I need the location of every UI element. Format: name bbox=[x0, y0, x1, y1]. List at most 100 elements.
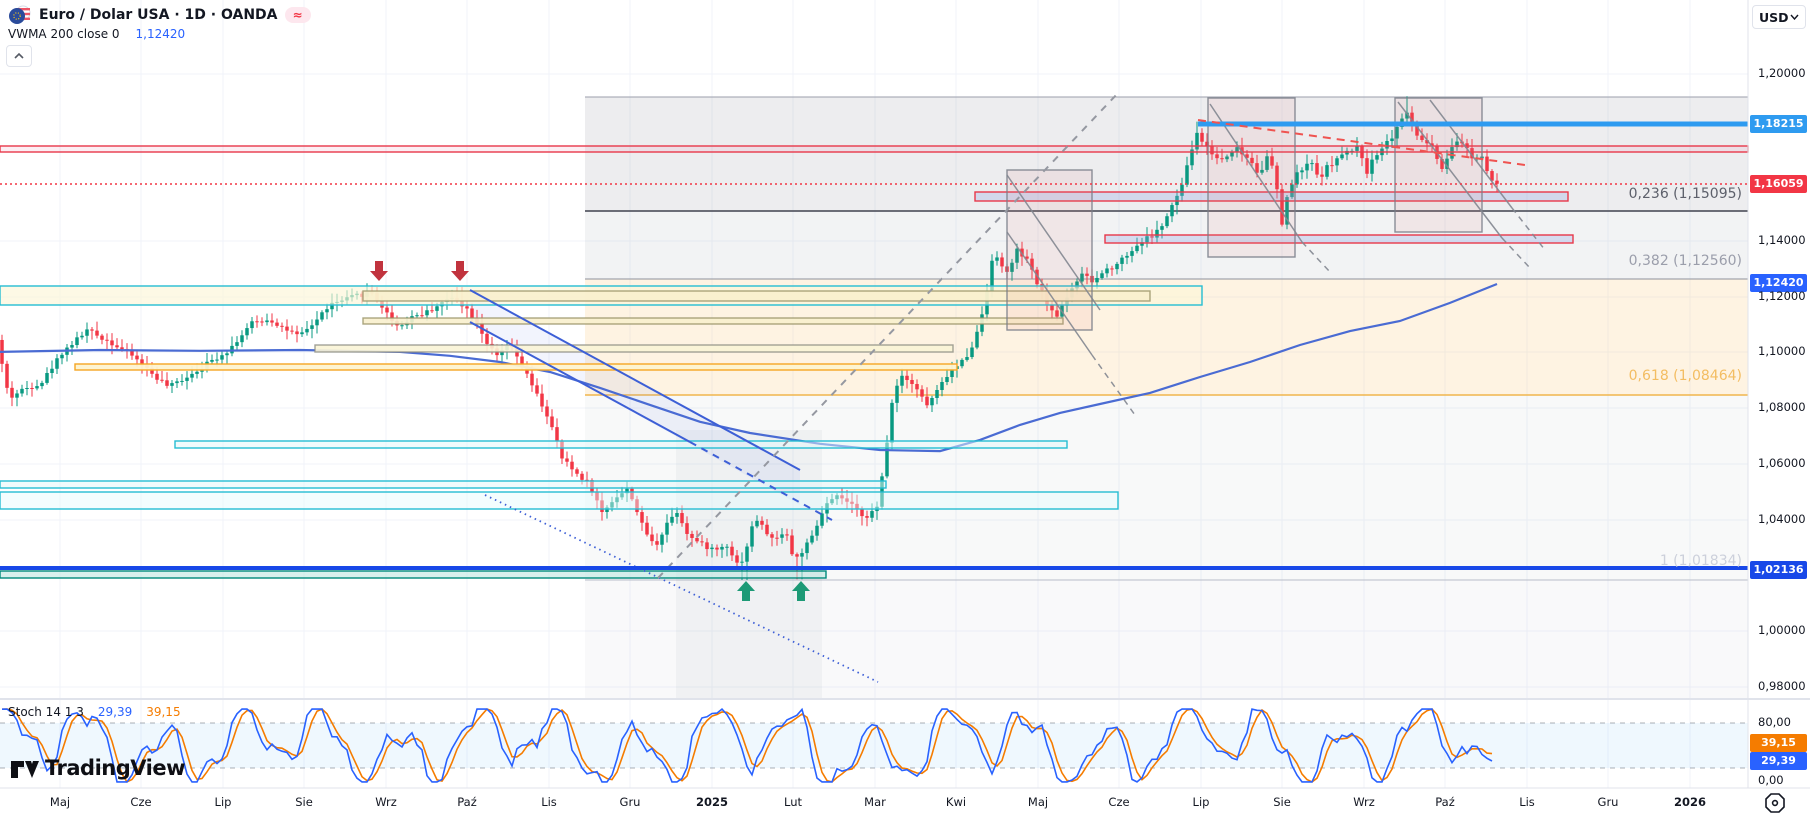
candle bbox=[1440, 158, 1444, 169]
stoch-axis-tick[interactable]: 80,00 bbox=[1758, 715, 1791, 729]
price-axis-tick[interactable]: 0,98000 bbox=[1758, 679, 1806, 693]
drawing-line[interactable] bbox=[1091, 354, 1136, 416]
price-axis-tick[interactable]: 1,20000 bbox=[1758, 66, 1806, 80]
candle bbox=[290, 330, 294, 332]
fib-level-label: 0,382 (1,12560) bbox=[1628, 253, 1742, 269]
stoch-axis-tick[interactable]: 0,00 bbox=[1758, 773, 1784, 787]
time-axis-label[interactable]: Maj bbox=[49, 795, 71, 809]
drawing-rect[interactable] bbox=[362, 290, 1151, 302]
tradingview-logo[interactable]: TradingView bbox=[10, 756, 185, 780]
time-axis-label[interactable]: Mar bbox=[864, 795, 886, 809]
down-arrow-marker[interactable] bbox=[370, 261, 388, 281]
drawing-rect[interactable] bbox=[1394, 97, 1483, 233]
time-axis-label[interactable]: Lis bbox=[541, 795, 557, 809]
drawing-rect[interactable] bbox=[362, 317, 1064, 325]
drawing-rect[interactable] bbox=[0, 491, 1119, 510]
candle bbox=[105, 339, 109, 341]
drawing-line[interactable] bbox=[484, 494, 879, 683]
time-axis-label[interactable]: Cze bbox=[1108, 795, 1130, 809]
approx-price-badge[interactable]: ≈ bbox=[284, 7, 311, 23]
drawing-line[interactable] bbox=[689, 441, 833, 521]
candle bbox=[900, 375, 904, 386]
symbol-title[interactable]: Euro / Dolar USA · 1D · OANDA bbox=[39, 7, 278, 23]
candle bbox=[725, 546, 729, 548]
drawing-line[interactable] bbox=[1209, 103, 1303, 243]
candle bbox=[465, 306, 469, 309]
time-axis-label[interactable]: Paź bbox=[457, 795, 477, 809]
currency-selector[interactable]: USD bbox=[1752, 5, 1806, 29]
time-axis-label[interactable]: Lip bbox=[1192, 795, 1210, 809]
time-axis-label[interactable]: Gru bbox=[619, 795, 641, 809]
drawing-rect[interactable] bbox=[1104, 234, 1574, 244]
price-axis-tick[interactable]: 1,04000 bbox=[1758, 512, 1806, 526]
candle bbox=[225, 353, 229, 356]
down-arrow-marker[interactable] bbox=[451, 261, 469, 281]
candle bbox=[690, 533, 694, 538]
stoch-legend-row[interactable]: Stoch 14 1 3 29,39 39,15 bbox=[8, 705, 181, 719]
time-axis-label[interactable]: Lis bbox=[1519, 795, 1535, 809]
candle bbox=[1345, 150, 1349, 155]
candle bbox=[1145, 236, 1149, 243]
drawing-line[interactable] bbox=[1501, 237, 1531, 269]
time-axis-label[interactable]: Sie bbox=[295, 795, 313, 809]
fib-level-label: 0,618 (1,08464) bbox=[1628, 368, 1742, 384]
time-axis-label[interactable]: Cze bbox=[130, 795, 152, 809]
candle bbox=[975, 331, 979, 348]
up-arrow-marker[interactable] bbox=[792, 581, 810, 601]
drawing-rect[interactable] bbox=[174, 440, 1068, 449]
drawing-line[interactable] bbox=[1006, 174, 1101, 311]
price-axis-tick[interactable]: 1,08000 bbox=[1758, 400, 1806, 414]
drawing-line[interactable] bbox=[1429, 99, 1513, 209]
time-axis-label[interactable]: Kwi bbox=[945, 795, 967, 809]
price-axis-tick[interactable]: 1,12000 bbox=[1758, 289, 1806, 303]
price-axis-tick[interactable]: 1,06000 bbox=[1758, 456, 1806, 470]
candle bbox=[650, 534, 654, 542]
drawing-rect[interactable] bbox=[0, 570, 827, 579]
time-axis-label[interactable]: Lut bbox=[783, 795, 803, 809]
timescale-settings-icon[interactable] bbox=[1762, 791, 1788, 819]
time-axis-label[interactable]: Wrz bbox=[375, 795, 397, 809]
stoch-k-line bbox=[1, 707, 1493, 783]
time-axis-label[interactable]: 2026 bbox=[1673, 795, 1707, 809]
drawing-line[interactable] bbox=[469, 289, 801, 471]
candle bbox=[945, 376, 949, 383]
time-axis-label[interactable]: Wrz bbox=[1353, 795, 1375, 809]
drawing-rect[interactable] bbox=[0, 480, 887, 489]
symbol-legend-row[interactable]: Euro / Dolar USA · 1D · OANDA ≈ bbox=[8, 5, 311, 25]
candle bbox=[425, 310, 429, 316]
candle bbox=[1000, 257, 1004, 267]
drawing-line[interactable] bbox=[1301, 241, 1331, 273]
drawing-rect[interactable] bbox=[314, 344, 954, 353]
indicator-legend-row[interactable]: VWMA 200 close 0 1,12420 bbox=[8, 27, 185, 41]
candle bbox=[555, 427, 559, 442]
price-axis-tick[interactable]: 1,00000 bbox=[1758, 623, 1806, 637]
candle bbox=[1490, 171, 1494, 181]
drawing-line[interactable] bbox=[1006, 231, 1093, 356]
time-axis-label[interactable]: Paź bbox=[1435, 795, 1455, 809]
up-arrow-marker[interactable] bbox=[737, 581, 755, 601]
drawing-line[interactable] bbox=[469, 321, 691, 443]
time-axis-label[interactable]: Lip bbox=[214, 795, 232, 809]
candle bbox=[810, 535, 814, 543]
price-axis-tick[interactable]: 1,10000 bbox=[1758, 344, 1806, 358]
candle bbox=[1420, 135, 1424, 140]
collapse-legend-button[interactable] bbox=[6, 45, 32, 67]
candle bbox=[950, 369, 954, 377]
drawing-rect[interactable] bbox=[74, 363, 958, 371]
candle bbox=[625, 488, 629, 494]
candle bbox=[1470, 148, 1474, 159]
drawing-line[interactable] bbox=[1511, 207, 1546, 251]
candle bbox=[190, 373, 194, 378]
time-axis-label[interactable]: Gru bbox=[1597, 795, 1619, 809]
fib-band bbox=[585, 580, 1748, 698]
candle bbox=[655, 541, 659, 545]
time-axis-label[interactable]: 2025 bbox=[695, 795, 729, 809]
time-axis-label[interactable]: Sie bbox=[1273, 795, 1291, 809]
time-axis-label[interactable]: Maj bbox=[1027, 795, 1049, 809]
price-axis-tick[interactable]: 1,14000 bbox=[1758, 233, 1806, 247]
candle bbox=[95, 330, 99, 336]
candle bbox=[195, 371, 199, 374]
candle bbox=[560, 441, 564, 459]
drawing-rect[interactable] bbox=[0, 145, 1749, 153]
